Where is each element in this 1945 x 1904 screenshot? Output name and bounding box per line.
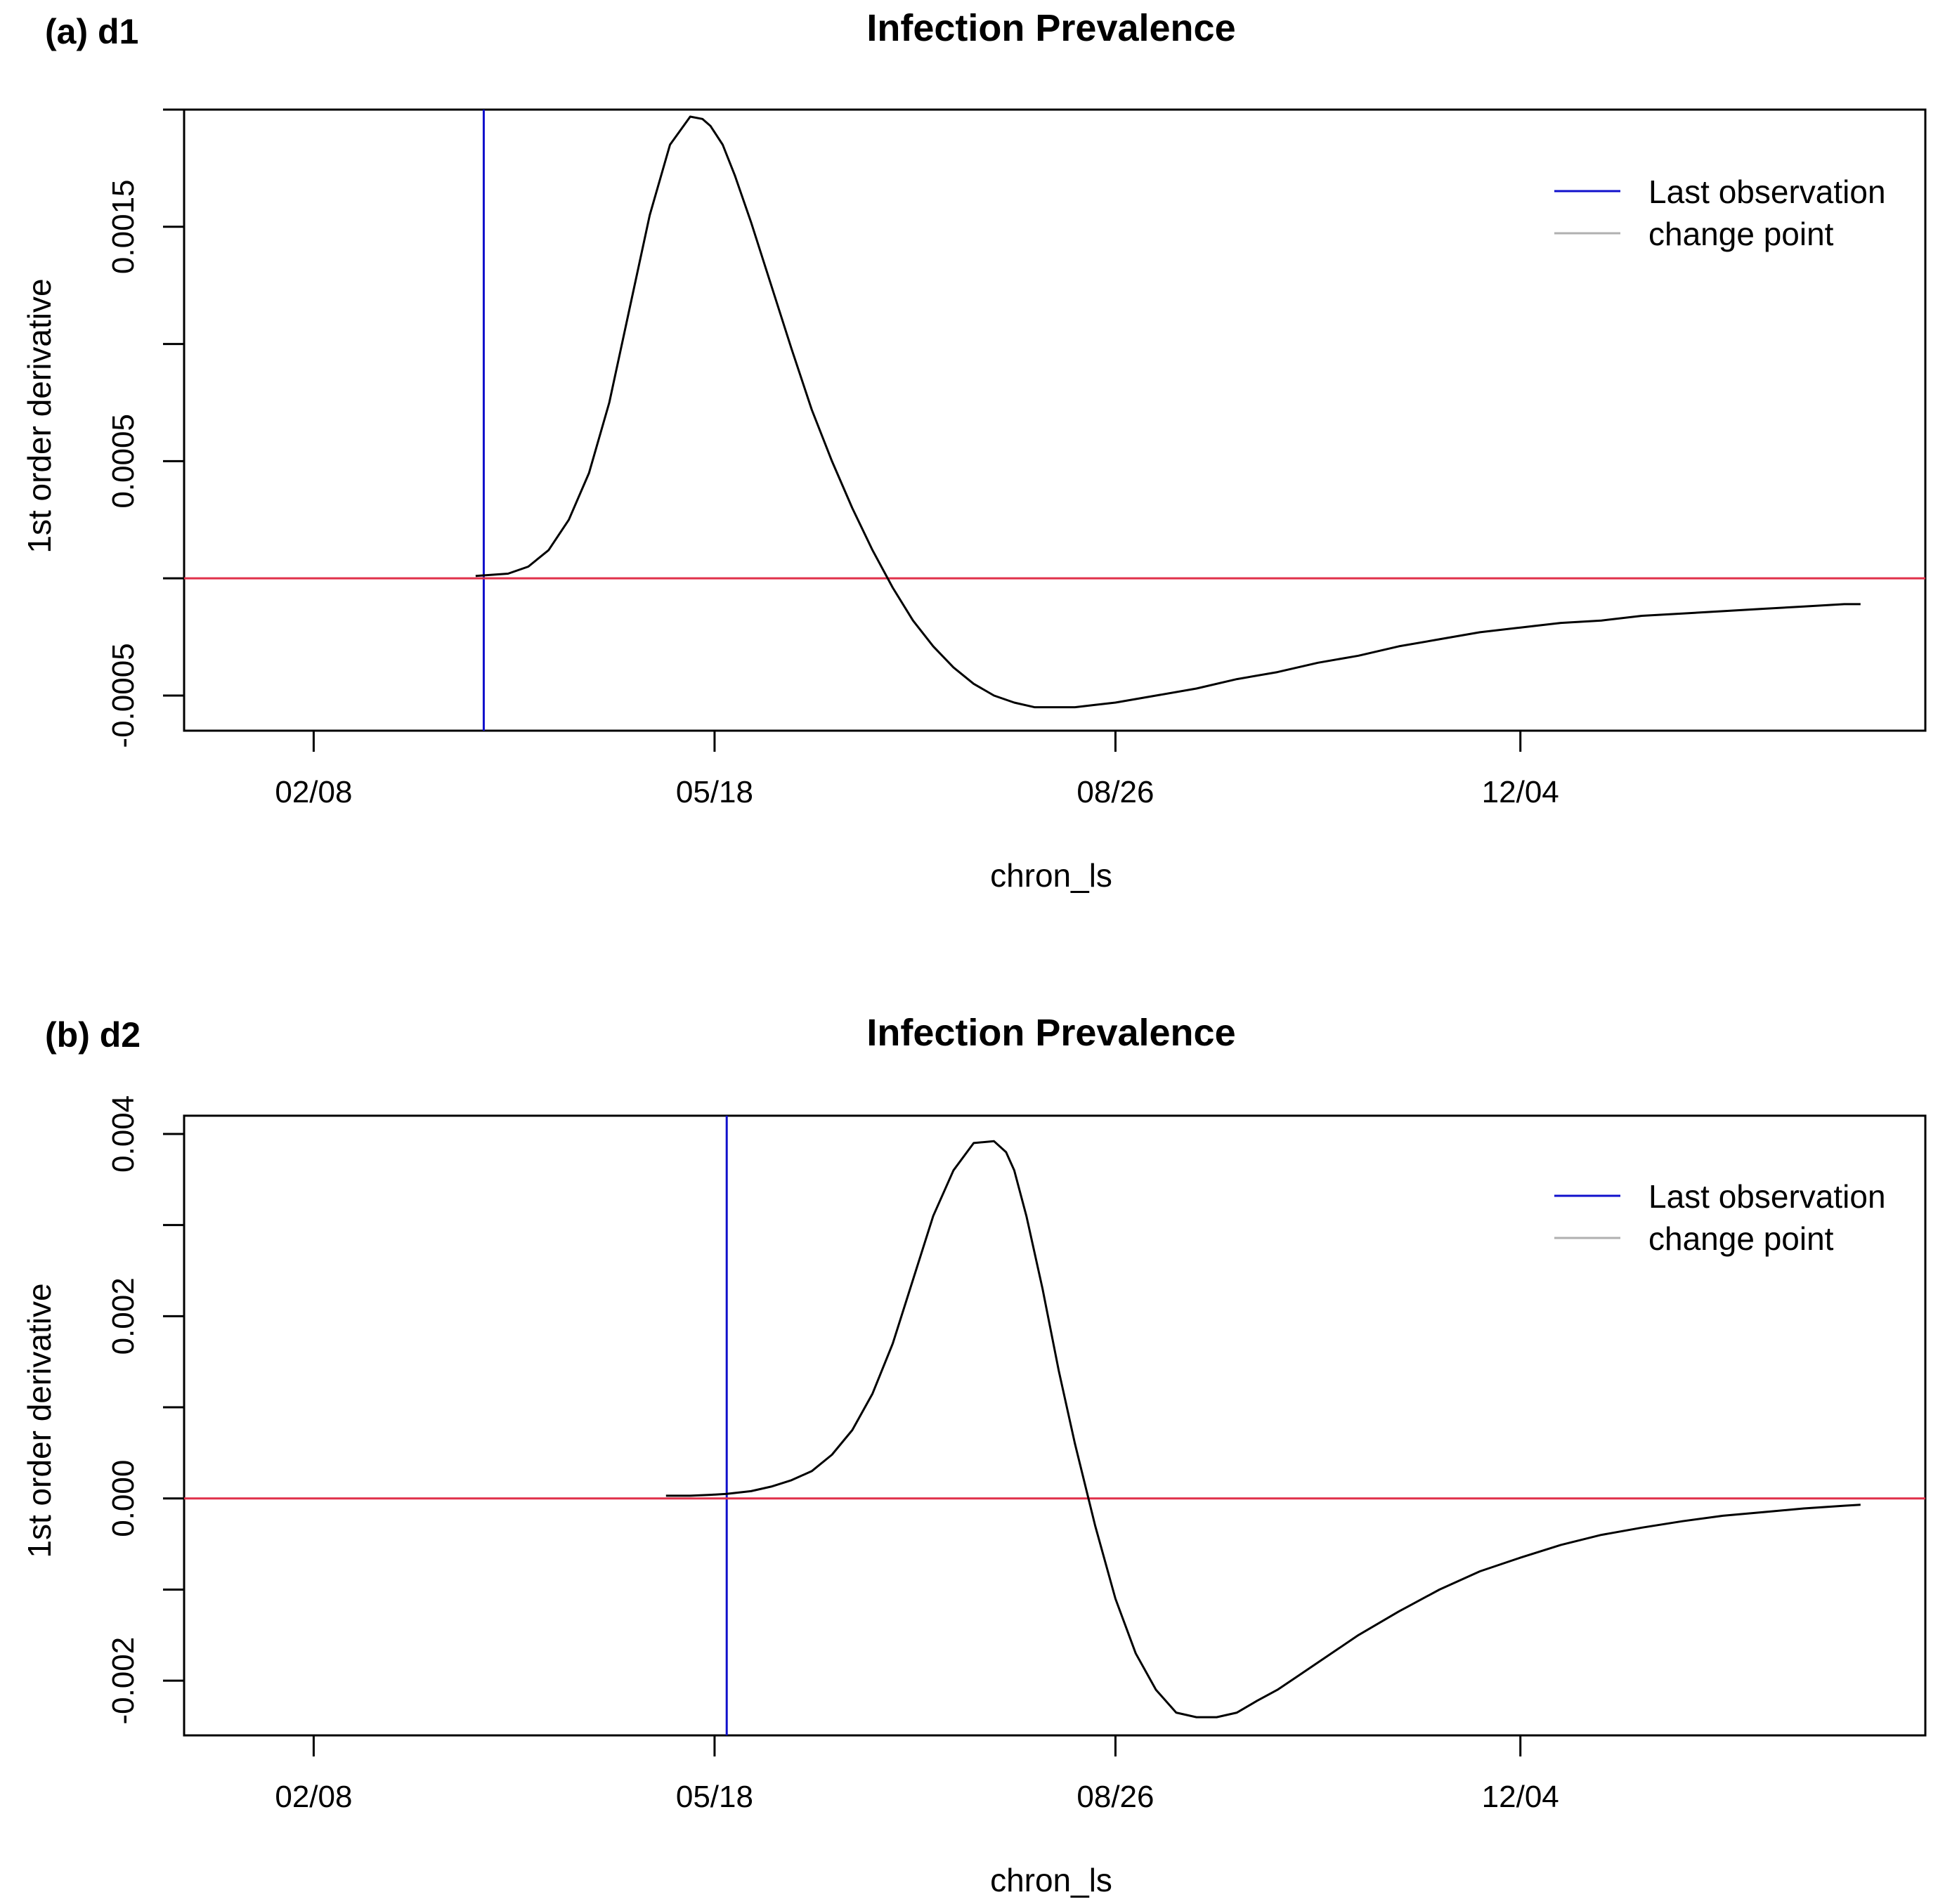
- x-tick-label: 08/26: [1076, 775, 1154, 809]
- panel-b: (b) d2 Infection Prevalence chron_ls 1st…: [21, 1012, 1927, 1898]
- panel-b-label: (b) d2: [45, 1015, 141, 1055]
- x-tick-label: 05/18: [676, 1780, 753, 1814]
- x-tick-label: 02/08: [275, 775, 352, 809]
- panel-b-plot-area: 02/08 05/18 08/26 12/04 -0.002 0.000 0.002 0.00…: [106, 1095, 1927, 1814]
- y-tick-label: 0.000: [106, 1460, 141, 1537]
- legend-last-observation-label: Last observation: [1648, 1178, 1886, 1215]
- y-tick-label: -0.002: [106, 1637, 141, 1725]
- panel-a: (a) d1 Infection Prevalence chron_ls 1st…: [21, 7, 1927, 894]
- series-line-first-derivative: [665, 1140, 1861, 1719]
- x-tick-label: 08/26: [1076, 1780, 1154, 1814]
- panel-a-title: Infection Prevalence: [866, 7, 1235, 49]
- panel-a-x-axis-label: chron_ls: [990, 857, 1112, 894]
- plot-frame: [183, 1114, 1927, 1737]
- panel-b-y-axis-label: 1st order derivative: [21, 1283, 58, 1558]
- panel-a-label: (a) d1: [45, 12, 138, 51]
- legend-last-observation-label: Last observation: [1648, 174, 1886, 210]
- panel-a-plot-area: 02/08 05/18 08/26 12/04 -0.0005 0.0005 0.0015: [106, 108, 1927, 809]
- x-tick-label: 05/18: [676, 775, 753, 809]
- legend-change-point-label: change point: [1648, 216, 1834, 252]
- y-tick-label: 0.002: [106, 1277, 141, 1355]
- panel-b-legend: Last observation change point: [1554, 1178, 1886, 1257]
- panel-b-x-axis-label: chron_ls: [990, 1862, 1112, 1898]
- series-line-first-derivative: [475, 115, 1861, 709]
- panel-b-title: Infection Prevalence: [866, 1012, 1235, 1054]
- plot-frame: [183, 108, 1927, 732]
- panel-a-y-axis-label: 1st order derivative: [21, 278, 58, 553]
- panel-a-legend: Last observation change point: [1554, 174, 1886, 252]
- y-tick-label: 0.0015: [106, 180, 141, 275]
- y-tick-label: 0.0005: [106, 414, 141, 509]
- x-tick-label: 12/04: [1482, 1780, 1559, 1814]
- x-tick-label: 12/04: [1482, 775, 1559, 809]
- x-tick-label: 02/08: [275, 1780, 352, 1814]
- legend-change-point-label: change point: [1648, 1220, 1834, 1257]
- y-tick-label: 0.004: [106, 1095, 141, 1173]
- y-tick-label: -0.0005: [106, 643, 141, 748]
